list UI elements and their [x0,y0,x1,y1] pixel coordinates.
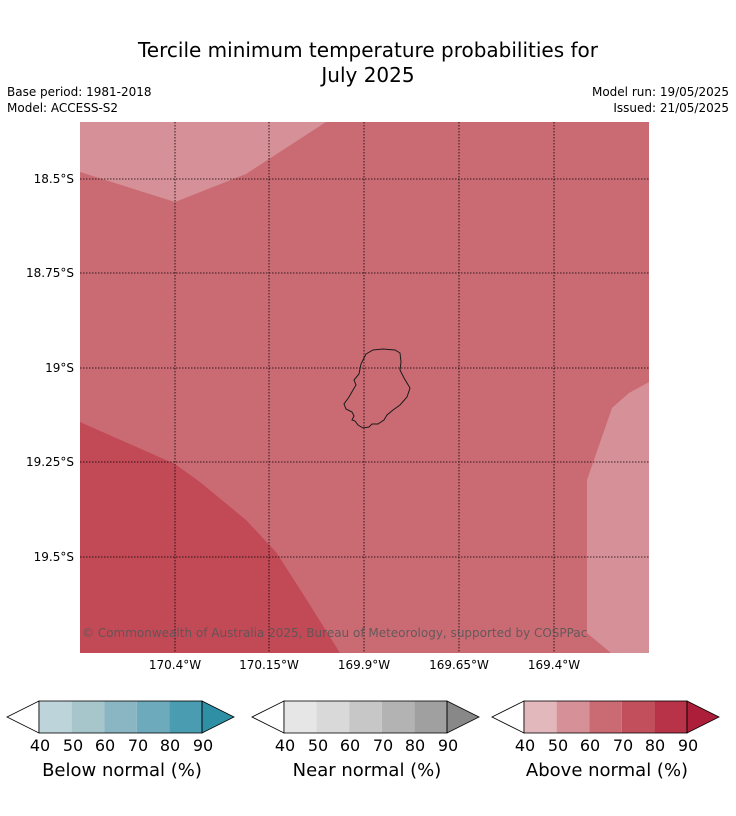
title-line-2: July 2025 [321,63,415,87]
tick-label: 40 [274,736,296,755]
colorbar-outline [38,700,203,734]
colorbar-segment [136,701,170,733]
colorbar-label-below: Below normal (%) [42,760,202,781]
model-run: Model run: 19/05/2025 [591,85,729,99]
tick-label: 40 [514,736,536,755]
tick-label: 70 [612,736,634,755]
tick-label: 90 [192,736,214,755]
colorbar-segment [169,701,202,733]
colorbar-label-near: Near normal (%) [292,760,442,781]
colorbar-segment [104,701,137,733]
issued-date: Issued: 21/05/2025 [613,101,729,115]
colorbar-arrow-low [491,700,525,734]
tick-label: 90 [677,736,699,755]
tick-label: 80 [644,736,666,755]
tick-label: 60 [339,736,361,755]
tick-label: 60 [579,736,601,755]
metadata-left: Base period: 1981-2018 Model: ACCESS-S2 [7,84,152,116]
tick-label: 70 [372,736,394,755]
lon-label-1: 170.4°W [148,658,202,672]
region-50-60-east [587,382,649,653]
region-70-80-south-west [80,422,340,653]
colorbar-outline [283,700,448,734]
tick-label: 90 [437,736,459,755]
colorbar-segment [621,701,655,733]
tick-label: 50 [307,736,329,755]
colorbar-arrow-high [446,700,480,734]
lat-label-2: 18.75°S [26,266,74,280]
tick-label: 40 [29,736,51,755]
colorbar-segment [414,701,447,733]
lat-label-4: 19.25°S [26,455,74,469]
lon-label-2: 170.15°W [239,658,299,672]
tick-label: 80 [159,736,181,755]
niue-island-outline [343,348,411,429]
model-name: Model: ACCESS-S2 [7,101,119,115]
tick-label: 50 [62,736,84,755]
tick-label: 50 [547,736,569,755]
lon-label-3: 169.9°W [337,658,391,672]
colorbar-arrow-low [251,700,285,734]
colorbar-segment [556,701,590,733]
colorbar-segment [349,701,382,733]
colorbar-segment [654,701,687,733]
title-line-1: Tercile minimum temperature probabilitie… [137,38,599,62]
map-title: Tercile minimum temperature probabilitie… [0,38,736,88]
colorbar-segment [39,701,72,733]
colorbar-above-normal [491,700,720,734]
colorbar-segment [381,701,415,733]
colorbar-segment [589,701,622,733]
colorbar-arrow-high [686,700,720,734]
colorbar-arrow-low [6,700,40,734]
lat-label-1: 18.5°S [33,172,74,186]
tick-label: 60 [94,736,116,755]
colorbar-near-normal [251,700,480,734]
base-period: Base period: 1981-2018 [7,85,152,99]
colorbar-label-above: Above normal (%) [525,760,689,781]
colorbar-segment [524,701,557,733]
graticule [80,122,649,653]
region-50-60-north-west [80,122,326,202]
lon-label-4: 169.65°W [429,658,489,672]
tick-label: 80 [404,736,426,755]
tick-label: 70 [127,736,149,755]
lat-label-5: 19.5°S [33,550,74,564]
colorbar-outline [523,700,688,734]
colorbar-segment [316,701,350,733]
colorbar-arrow-high [201,700,235,734]
lon-label-5: 169.4°W [527,658,581,672]
colorbar-segment [71,701,105,733]
colorbar-below-normal [6,700,235,734]
metadata-right: Model run: 19/05/2025 Issued: 21/05/2025 [592,84,729,116]
colorbar-segment [284,701,317,733]
copyright-notice: © Commonwealth of Australia 2025, Bureau… [82,626,588,640]
lat-label-3: 19°S [45,361,74,375]
probability-map [80,122,649,653]
